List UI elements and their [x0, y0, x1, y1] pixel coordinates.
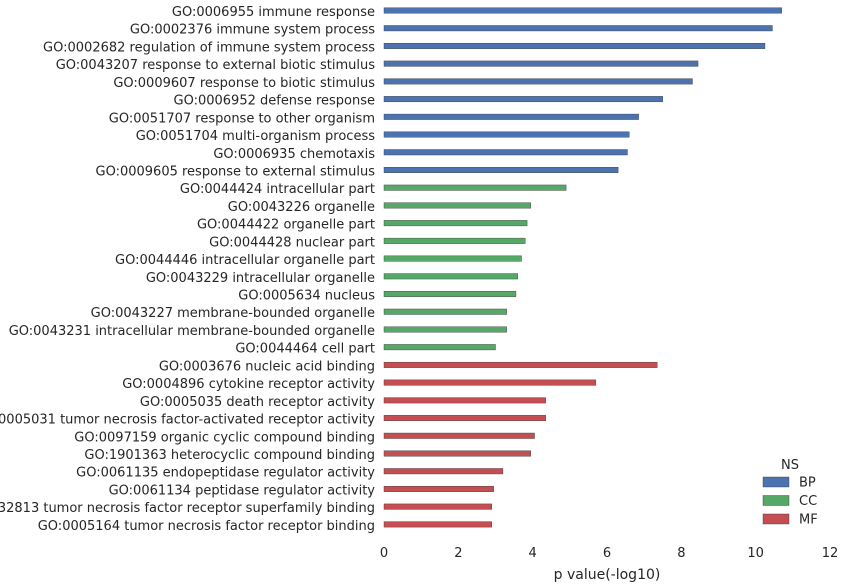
- bar: [383, 237, 526, 244]
- bar: [383, 432, 535, 439]
- bar: [383, 78, 693, 85]
- bar: [383, 255, 522, 262]
- category-label: GO:0006952 defense response: [174, 94, 376, 109]
- category-label: GO:0005164 tumor necrosis factor recepto…: [38, 519, 375, 534]
- bar: [383, 397, 546, 404]
- category-label: GO:0043207 response to external biotic s…: [56, 58, 376, 73]
- category-label: GO:0044422 organelle part: [197, 218, 375, 233]
- category-label: GO:0043231 intracellular membrane-bounde…: [9, 324, 375, 339]
- bar: [383, 113, 639, 120]
- category-label: GO:0009607 response to biotic stimulus: [113, 76, 375, 91]
- x-tick-label: 10: [747, 546, 764, 561]
- bar: [383, 42, 766, 49]
- bar: [383, 167, 619, 173]
- category-label: GO:0006955 immune response: [172, 5, 375, 20]
- bar: [383, 468, 504, 475]
- category-label: GO:0004896 cytokine receptor activity: [122, 377, 375, 392]
- category-label: GO:0005634 nucleus: [238, 289, 375, 304]
- category-label: GO:0009605 response to external stimulus: [96, 164, 376, 179]
- bar: [383, 361, 658, 368]
- legend-swatch-bp: [762, 476, 790, 488]
- legend-label-mf: MF: [799, 513, 818, 528]
- category-label: GO:0002682 regulation of immune system p…: [43, 40, 375, 55]
- category-label: GO:0061135 endopeptidase regulator activ…: [76, 466, 375, 481]
- bar: [383, 521, 492, 528]
- bar: [383, 149, 628, 156]
- category-label: GO:0044446 intracellular organelle part: [115, 253, 375, 268]
- legend-title: NS: [781, 458, 799, 473]
- category-label: GO:0044424 intracellular part: [180, 182, 375, 197]
- bar: [383, 379, 597, 386]
- bar: [383, 503, 492, 510]
- category-label: GO:0032813 tumor necrosis factor recepto…: [0, 501, 375, 516]
- bar: [383, 308, 507, 315]
- category-label: GO:0003676 nucleic acid binding: [159, 359, 375, 374]
- category-label: GO:0043226 organelle: [228, 200, 375, 215]
- category-label: GO:0043227 membrane-bounded organelle: [91, 306, 375, 321]
- bar: [383, 25, 773, 32]
- bar: [383, 60, 699, 67]
- category-label: GO:0061134 peptidase regulator activity: [109, 483, 376, 498]
- x-axis-label: p value(-log10): [554, 567, 661, 583]
- x-tick-label: 8: [677, 546, 685, 561]
- bar: [383, 415, 546, 422]
- x-axis-ticks: 0 2 4 6 8 10 12: [380, 546, 838, 561]
- legend-swatch-cc: [762, 495, 790, 506]
- x-tick-label: 12: [822, 546, 839, 561]
- x-tick-label: 6: [603, 546, 611, 561]
- category-label: GO:0043229 intracellular organelle: [146, 271, 375, 286]
- bar: [383, 485, 494, 492]
- category-label: GO:0044428 nuclear part: [209, 235, 375, 250]
- x-tick-label: 4: [529, 546, 537, 561]
- bar: [383, 7, 782, 14]
- category-label: GO:0005035 death receptor activity: [140, 395, 375, 410]
- bar: [383, 96, 663, 103]
- bar: [383, 202, 532, 209]
- bar: [383, 184, 567, 191]
- legend-swatch-mf: [762, 513, 790, 525]
- bar: [383, 220, 528, 227]
- legend-label-bp: BP: [799, 476, 816, 491]
- category-label: GO:0044464 cell part: [235, 342, 375, 357]
- category-labels: GO:0006955 immune response GO:0002376 imm…: [0, 5, 375, 534]
- legend-label-cc: CC: [799, 494, 817, 509]
- category-label: GO:0006935 chemotaxis: [213, 147, 375, 162]
- category-label: GO:0051704 multi-organism process: [136, 129, 376, 144]
- category-label: GO:1901363 heterocyclic compound binding: [84, 448, 375, 463]
- bar: [383, 291, 517, 297]
- bars-group: [383, 7, 782, 528]
- bar: [383, 450, 532, 457]
- bar: [383, 273, 519, 280]
- legend: NS BP CC MF: [762, 458, 818, 528]
- category-label: GO:0051707 response to other organism: [109, 111, 375, 126]
- x-tick-label: 2: [454, 546, 462, 561]
- category-label: GO:0002376 immune system process: [130, 23, 375, 38]
- bar: [383, 344, 496, 351]
- bar: [383, 326, 507, 333]
- category-label: GO:0005031 tumor necrosis factor-activat…: [0, 413, 375, 428]
- x-tick-label: 0: [380, 546, 388, 561]
- bar: [383, 131, 630, 138]
- category-label: GO:0097159 organic cyclic compound bindi…: [74, 430, 375, 445]
